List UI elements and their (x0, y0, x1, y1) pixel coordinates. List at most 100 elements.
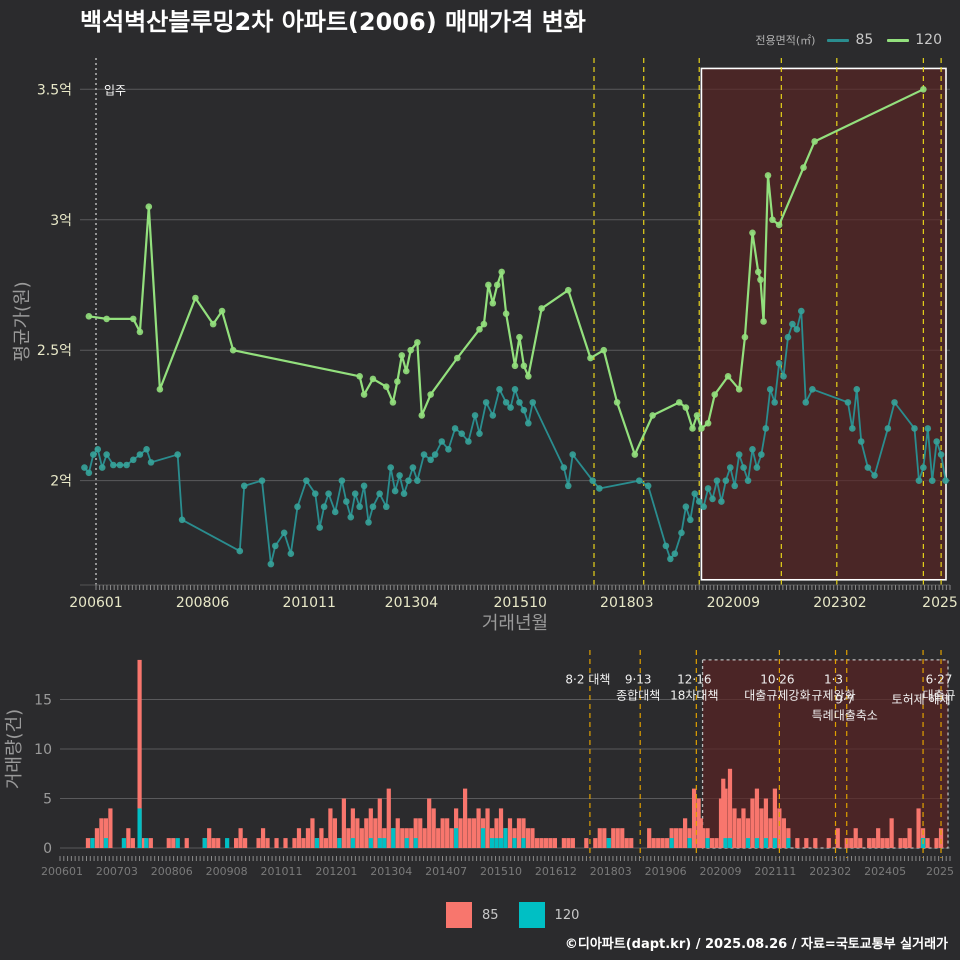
series-85-point (789, 320, 796, 328)
series-85-point (331, 508, 339, 516)
bar-85 (651, 838, 656, 848)
series-120-point (689, 425, 696, 432)
volume-x-tick-label: 200703 (96, 865, 138, 878)
series-85-point (520, 406, 528, 414)
legend-label-85: 85 (855, 32, 874, 48)
series-85-point (438, 438, 446, 445)
series-120-point (389, 399, 397, 406)
bar-85 (458, 818, 463, 848)
series-85-point (700, 503, 707, 511)
legend-swatch-bar-85 (446, 902, 472, 928)
series-85-point (496, 386, 503, 393)
series-120-point (414, 339, 421, 346)
series-85-point (635, 477, 643, 484)
bar-120 (480, 828, 486, 848)
bar-85 (355, 818, 360, 848)
bar-85 (876, 828, 881, 848)
bar-85 (141, 838, 147, 848)
bar-85 (678, 828, 683, 848)
price-y-tick-label: 3억 (50, 213, 72, 229)
bar-85 (795, 838, 800, 848)
series-120-point (682, 404, 690, 411)
series-85-point (343, 498, 350, 505)
bar-85 (445, 818, 450, 848)
bar-120 (723, 838, 728, 848)
bar-85 (543, 838, 549, 848)
series-120-point (218, 307, 226, 315)
series-120-point (407, 346, 414, 354)
bar-85 (647, 828, 652, 848)
series-85-point (740, 464, 747, 471)
volume-x-tick-label: 201510 (480, 865, 522, 878)
series-85-point (376, 490, 383, 497)
bar-85 (359, 828, 364, 848)
bar-85 (498, 808, 504, 848)
series-85-point (174, 451, 181, 458)
series-120-point (675, 399, 683, 406)
bar-85 (714, 838, 719, 848)
price-x-tick-label: 201510 (493, 595, 546, 611)
series-120-point (498, 268, 505, 276)
bar-85 (696, 798, 701, 848)
bar-85 (494, 818, 499, 848)
policy-annotation-label: 9·13 (625, 673, 652, 687)
bar-85 (759, 808, 764, 848)
volume-x-tick-label: 201201 (315, 865, 357, 878)
series-120-point (631, 451, 639, 458)
series-85-point (267, 560, 275, 568)
bar-85 (867, 838, 872, 848)
series-120-point (402, 367, 410, 375)
bar-85 (171, 838, 176, 848)
volume-x-tick-label: 202009 (700, 865, 742, 878)
series-85-point (502, 399, 510, 406)
series-120-point (741, 333, 749, 341)
series-85-point (775, 359, 783, 367)
policy-annotation-label: 대출규 (922, 689, 955, 703)
bar-85 (440, 818, 445, 848)
series-85-point (272, 542, 279, 550)
bar-120 (745, 838, 751, 848)
bar-85 (216, 838, 221, 848)
bar-85 (727, 768, 733, 848)
series-120-point (356, 372, 363, 380)
policy-annotation-label: 18차대책 (670, 688, 718, 703)
bar-85 (427, 798, 432, 848)
bar-85 (903, 838, 908, 848)
series-85-point (338, 477, 346, 484)
price-x-tick-label: 201803 (600, 595, 653, 611)
series-85-point (525, 419, 532, 427)
series-120-point (754, 268, 762, 276)
volume-y-tick-label: 5 (43, 792, 52, 808)
bar-85 (436, 828, 441, 848)
series-120-point (757, 276, 764, 284)
series-85-point (928, 477, 936, 484)
series-85-point (258, 477, 266, 484)
bar-85 (85, 838, 91, 848)
volume-x-tick-label: 200806 (151, 865, 193, 878)
policy-annotation-label: 12·16 (677, 673, 711, 687)
price-x-tick-label: 202009 (707, 595, 760, 611)
bar-120 (350, 838, 355, 848)
bar-85 (521, 818, 526, 848)
bar-85 (754, 788, 760, 848)
bar-85 (211, 838, 216, 848)
bar-85 (422, 828, 427, 848)
bar-85 (889, 818, 894, 848)
bar-120 (669, 838, 674, 848)
bar-85 (698, 818, 703, 848)
bar-120 (314, 838, 320, 848)
policy-annotation-label: 특례대출축소 (812, 709, 878, 723)
bar-85 (137, 659, 142, 848)
series-85-point (915, 477, 923, 484)
bar-85 (373, 818, 378, 848)
bar-120 (772, 838, 777, 848)
bar-85 (256, 838, 261, 848)
series-85-point (849, 425, 856, 432)
series-85-point (758, 451, 765, 458)
series-120-point (520, 362, 528, 370)
volume-x-tick-label: 201906 (645, 865, 687, 878)
bar-85 (471, 818, 477, 848)
bar-85 (328, 808, 333, 848)
series-85-point (722, 477, 730, 484)
series-120-point (360, 391, 368, 398)
